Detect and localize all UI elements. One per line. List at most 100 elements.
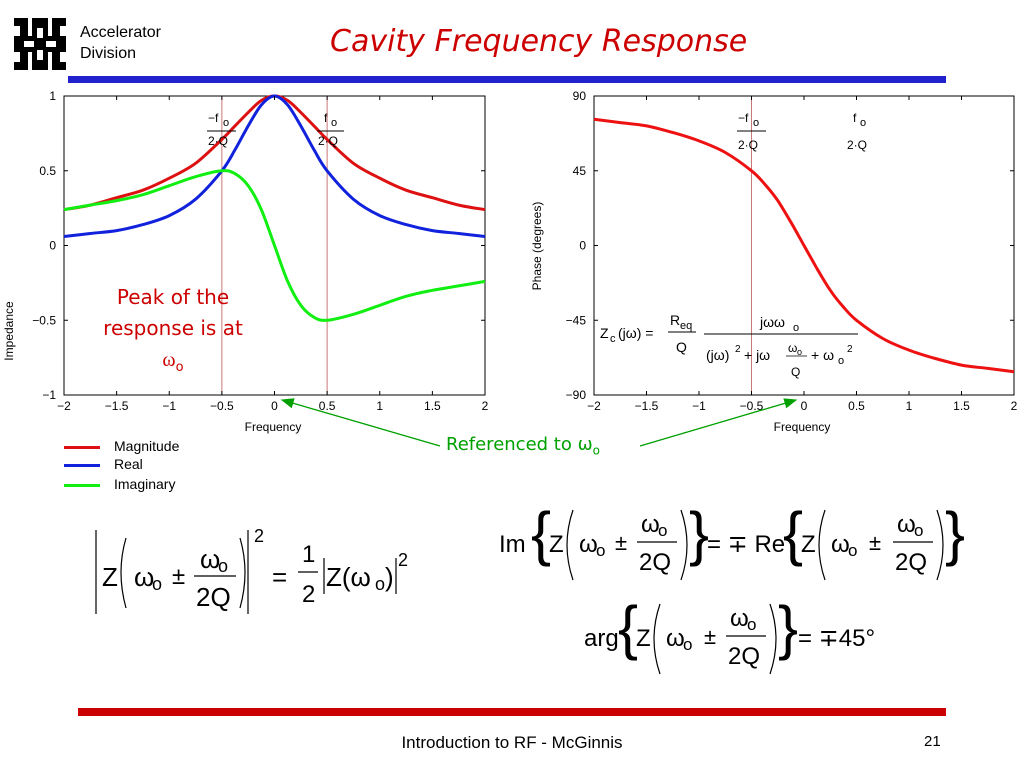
formula-frac-den: Q (791, 365, 800, 379)
im-eq-brace-open: { (531, 500, 551, 567)
im-eq-frac-num-sub2: o (914, 521, 923, 540)
arg-eq-rhs: = ∓45° (798, 625, 875, 652)
mag-eq-equals: = (272, 562, 287, 592)
phase-x-tick-label: 0.5 (848, 399, 865, 413)
phase-x-tick-label: −1 (692, 399, 706, 413)
top-rule (68, 76, 946, 83)
arrow-to-left-zero (280, 398, 441, 447)
formula-den-sq: 2 (735, 344, 741, 355)
formula-den-part3-sq: 2 (847, 344, 853, 355)
phase-x-tick-label: −1.5 (635, 399, 659, 413)
formula-den-part1: (jω) (706, 347, 729, 363)
formula-lhs: Z (600, 325, 609, 341)
im-eq-omega2: ω (831, 531, 850, 558)
im-eq-sub2: o (848, 541, 857, 560)
formula-frac-num: ω (788, 341, 797, 355)
peak-line2: response is at (103, 316, 243, 340)
phase-guide-label-left-sub: o (753, 117, 759, 129)
impedance-y-axis-label: Impedance (2, 301, 16, 361)
im-eq-frac-den: 2Q (639, 549, 671, 576)
guide-label-left-num: −f (208, 111, 219, 125)
division-line1: Accelerator (80, 24, 161, 41)
im-eq-brace2-close: } (945, 500, 965, 567)
formula-r-sub: eq (680, 320, 692, 332)
legend-label-imaginary: Imaginary (114, 476, 176, 492)
phase-chart: −2 −1.5 −1 −0.5 0 0.5 1 1.5 2 90 45 0 −45 −90 Freque… (530, 89, 1018, 434)
guide-label-right-sub: o (331, 117, 337, 129)
phase-guide-label-left: −f o 2·Q (737, 111, 766, 152)
phase-guide-label-right-den: 2·Q (847, 138, 867, 152)
impedance-x-tick-label: 2 (482, 399, 489, 413)
guide-label-right-num: f (324, 111, 328, 125)
imaginary-equation: Im { Z ω o ± ω o 2Q } = ∓ Re { Z ω o ± ω… (499, 500, 965, 581)
im-eq-brace2-open: { (783, 500, 803, 567)
phase-y-tick-label: −45 (566, 313, 587, 327)
mag-eq-omega: ω (134, 562, 154, 592)
phase-x-tick-label: 0 (801, 399, 808, 413)
im-eq-z: Z (549, 531, 564, 558)
formula-r: R (670, 312, 680, 328)
arg-eq-sub: o (683, 635, 692, 654)
page-number: 21 (924, 733, 941, 750)
peak-line3-sub: o (175, 360, 184, 375)
mag-eq-pm: ± (172, 563, 185, 590)
division-label: Accelerator Division (80, 22, 161, 64)
footer-text: Introduction to RF - McGinnis (401, 733, 623, 752)
impedance-y-tick-label: 1 (49, 89, 56, 103)
formula-den-part2: + jω (744, 347, 770, 363)
impedance-x-tick-label: −1.5 (105, 399, 129, 413)
phase-x-tick-label: −2 (587, 399, 601, 413)
impedance-x-axis-label: Frequency (245, 420, 302, 434)
peak-annotation: Peak of the response is at ωo (78, 282, 268, 383)
arg-eq-frac-num: ω (730, 605, 749, 632)
guide-label-right-den: 2·Q (318, 134, 338, 148)
im-eq-frac-num: ω (641, 511, 660, 538)
guide-label-left: −f o 2·Q (207, 111, 236, 148)
arg-eq-frac-num-sub: o (747, 615, 756, 634)
im-eq-omega: ω (579, 531, 598, 558)
guide-label-right: f o 2·Q (317, 111, 344, 148)
referenced-annotation: Referenced to ωo (446, 434, 600, 458)
argument-equation: arg { Z ω o ± ω o 2Q } = ∓45° (584, 594, 875, 675)
phase-x-tick-label: 1 (906, 399, 913, 413)
mag-eq-frac-num: ω (200, 544, 220, 574)
im-eq-pm: ± (615, 530, 627, 555)
phase-guide-label-right-num: f (853, 111, 857, 125)
peak-line1: Peak of the (116, 285, 230, 309)
im-eq-im: Im (499, 531, 526, 558)
impedance-x-tick-label: −0.5 (210, 399, 234, 413)
phase-guide-label-left-num: −f (738, 111, 749, 125)
formula-den-part3: + ω (811, 347, 834, 363)
mag-eq-z: Z (102, 562, 118, 592)
guide-label-left-sub: o (223, 117, 229, 129)
formula-frac-num-sub: o (797, 347, 802, 357)
im-eq-frac-den2: 2Q (895, 549, 927, 576)
impedance-x-tick-label: −1 (162, 399, 176, 413)
arg-eq-brace-close: } (778, 594, 798, 661)
phase-x-tick-label: 2 (1011, 399, 1018, 413)
phase-y-axis-label: Phase (degrees) (530, 202, 544, 291)
bottom-rule (78, 708, 946, 716)
formula-numerator-sub: o (793, 322, 799, 334)
impedance-y-tick-label: 0 (49, 239, 56, 253)
im-eq-frac-num2: ω (897, 511, 916, 538)
legend-label-real: Real (114, 456, 143, 472)
impedance-y-tick-label: −0.5 (32, 313, 56, 327)
im-eq-pm2: ± (869, 530, 881, 555)
im-eq-frac-num-sub: o (658, 521, 667, 540)
referenced-sub: o (592, 443, 600, 458)
mag-eq-rhs-close: ) (385, 562, 394, 592)
arg-eq-omega: ω (666, 625, 685, 652)
legend-swatch-imaginary (64, 484, 100, 487)
arg-eq-arg: arg (584, 625, 619, 652)
formula-lhs-sub: c (610, 333, 616, 345)
mag-eq-half-den: 2 (302, 581, 315, 608)
impedance-x-tick-label: 0.5 (319, 399, 336, 413)
page-title: Cavity Frequency Response (330, 24, 748, 59)
formula-lhs-arg: (jω) = (618, 325, 653, 341)
phase-x-tick-label: 1.5 (953, 399, 970, 413)
mag-eq-half-num: 1 (302, 541, 315, 568)
formula-q: Q (676, 339, 687, 355)
mag-eq-sq: 2 (254, 526, 264, 546)
